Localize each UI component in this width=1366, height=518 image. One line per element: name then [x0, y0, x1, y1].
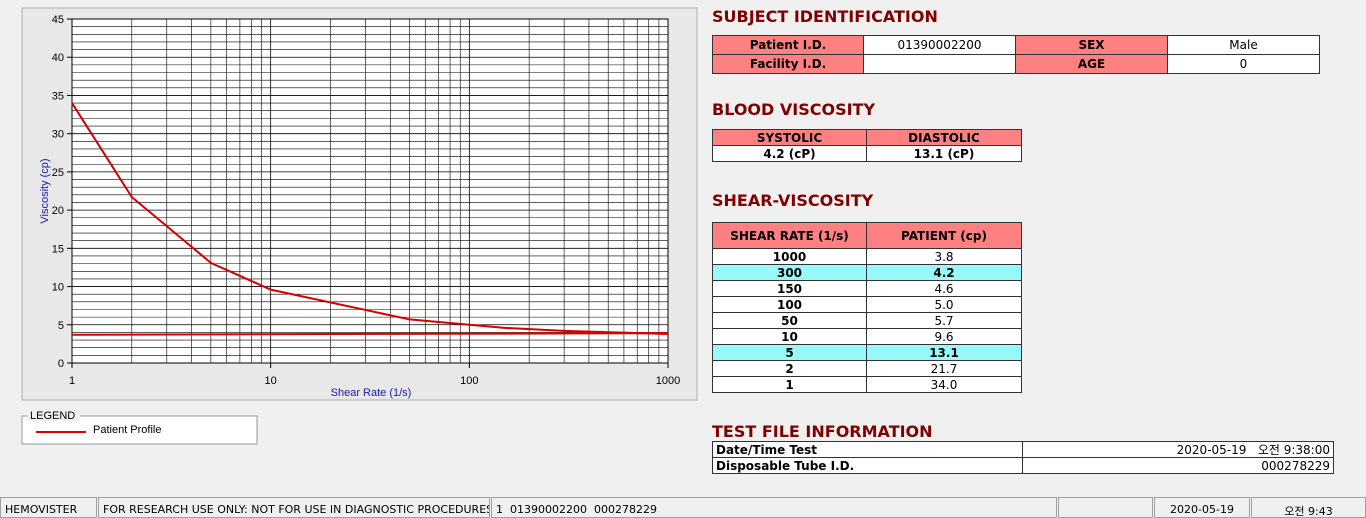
table-cell: 34.0: [866, 376, 1022, 393]
table-cell: 4.2: [866, 264, 1022, 281]
table-cell: 1: [712, 376, 867, 393]
status-cell: [1058, 497, 1153, 518]
table-cell: 000278229: [1022, 457, 1334, 474]
y-tick-label: 45: [52, 14, 64, 26]
data-line: [71, 332, 669, 336]
table-cell: 100: [712, 296, 867, 313]
table-cell: 2: [712, 360, 867, 377]
legend-title: LEGEND: [30, 410, 75, 422]
status-cell: 오전 9:43: [1251, 497, 1366, 518]
y-tick-label: 25: [52, 167, 64, 179]
table-cell: 300: [712, 264, 867, 281]
table-cell: Male: [1167, 35, 1320, 55]
section-title: SHEAR-VISCOSITY: [712, 191, 874, 210]
plot-area: [72, 19, 668, 363]
row-label: AGE: [1015, 54, 1168, 74]
y-tick-label: 0: [58, 358, 64, 370]
x-tick-label: 1000: [656, 375, 680, 387]
status-cell: 2020-05-19: [1154, 497, 1250, 518]
section-title: SUBJECT IDENTIFICATION: [712, 7, 938, 26]
table-header: SHEAR RATE (1/s): [712, 222, 867, 249]
table-header: SYSTOLIC: [712, 129, 867, 146]
status-cell: HEMOVISTER: [0, 497, 97, 518]
y-tick-label: 30: [52, 129, 64, 141]
table-cell: 13.1: [866, 344, 1022, 361]
y-tick-label: 40: [52, 52, 64, 64]
status-cell: 1 01390002200 000278229: [491, 497, 1057, 518]
table-cell: 13.1 (cP): [866, 145, 1022, 162]
table-cell: 4.6: [866, 280, 1022, 297]
table-cell: 5.7: [866, 312, 1022, 329]
section-title: TEST FILE INFORMATION: [712, 422, 933, 441]
table-header: PATIENT (cp): [866, 222, 1022, 249]
y-tick-label: 20: [52, 205, 64, 217]
y-tick-label: 35: [52, 90, 64, 102]
table-cell: 01390002200: [863, 35, 1016, 55]
table-cell: 50: [712, 312, 867, 329]
table-header: DIASTOLIC: [866, 129, 1022, 146]
status-cell: FOR RESEARCH USE ONLY: NOT FOR USE IN DI…: [98, 497, 490, 518]
table-cell: 2020-05-19 오전 9:38:00: [1022, 441, 1334, 458]
x-axis-label: Shear Rate (1/s): [331, 387, 412, 399]
table-cell: 0: [1167, 54, 1320, 74]
table-cell: 1000: [712, 248, 867, 265]
row-label: SEX: [1015, 35, 1168, 55]
y-tick-label: 5: [58, 320, 64, 332]
x-tick-label: 100: [460, 375, 478, 387]
section-title: BLOOD VISCOSITY: [712, 100, 876, 119]
table-cell: 150: [712, 280, 867, 297]
table-cell: 21.7: [866, 360, 1022, 377]
y-axis-label: Viscosity (cp): [39, 158, 51, 223]
row-label: Date/Time Test: [712, 441, 1023, 458]
y-tick-label: 10: [52, 282, 64, 294]
row-label: Facility I.D.: [712, 54, 864, 74]
row-label: Patient I.D.: [712, 35, 864, 55]
legend-title-bg: [28, 409, 80, 421]
table-cell: [863, 54, 1016, 74]
plot-frame: [71, 18, 669, 364]
legend-box: [21, 415, 258, 445]
table-cell: 4.2 (cP): [712, 145, 867, 162]
table-cell: 9.6: [866, 328, 1022, 345]
table-cell: 5: [712, 344, 867, 361]
x-tick-label: 1: [69, 375, 75, 387]
table-cell: 5.0: [866, 296, 1022, 313]
chart: Shear Rate (1/s) Viscosity (cp) LEGEND P…: [21, 7, 698, 445]
row-label: Disposable Tube I.D.: [712, 457, 1023, 474]
data-line: [71, 102, 669, 335]
y-tick-label: 15: [52, 243, 64, 255]
table-cell: 3.8: [866, 248, 1022, 265]
table-cell: 10: [712, 328, 867, 345]
legend-label: Patient Profile: [93, 424, 161, 436]
x-tick-label: 10: [265, 375, 277, 387]
